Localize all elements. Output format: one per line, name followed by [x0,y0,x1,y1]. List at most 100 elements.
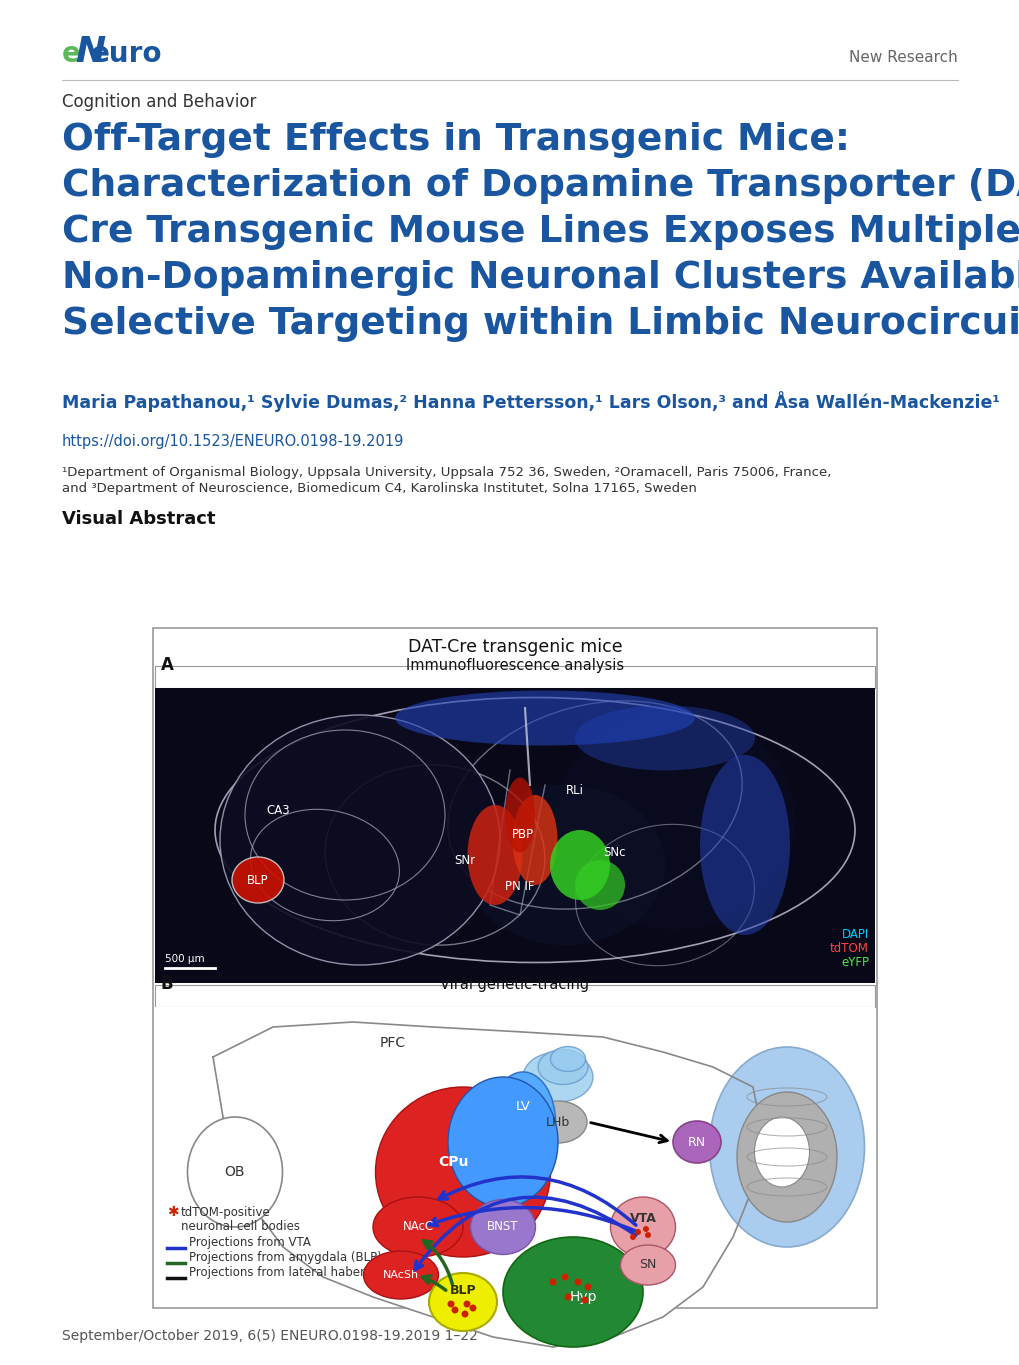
Text: ¹Department of Organismal Biology, Uppsala University, Uppsala 752 36, Sweden, ²: ¹Department of Organismal Biology, Uppsa… [62,465,830,479]
Ellipse shape [523,1052,592,1102]
Text: tdTOM: tdTOM [829,942,868,955]
Ellipse shape [502,1237,642,1347]
Text: PN IF: PN IF [504,880,534,894]
Text: DAT-Cre transgenic mice: DAT-Cre transgenic mice [408,637,622,657]
Text: BNST: BNST [487,1220,519,1234]
Ellipse shape [220,715,499,965]
Text: RN: RN [687,1136,705,1148]
Ellipse shape [363,1250,438,1299]
Ellipse shape [231,857,283,904]
Ellipse shape [699,755,790,935]
Text: VTA: VTA [629,1212,656,1226]
Ellipse shape [581,1297,588,1304]
Polygon shape [213,1022,762,1347]
Ellipse shape [504,778,535,853]
Text: Non-Dopaminergic Neuronal Clusters Available for: Non-Dopaminergic Neuronal Clusters Avail… [62,259,1019,296]
Ellipse shape [549,830,609,900]
Text: N: N [75,35,105,70]
Ellipse shape [470,1200,535,1254]
Bar [155,666,874,688]
Text: OB: OB [224,1164,245,1179]
Text: ✱: ✱ [167,1205,178,1219]
Text: DAPI: DAPI [841,928,868,940]
Ellipse shape [512,794,557,885]
Text: BLP: BLP [247,874,269,886]
Ellipse shape [584,1283,591,1290]
Text: LV: LV [515,1100,530,1114]
Text: Selective Targeting within Limbic Neurocircuitry: Selective Targeting within Limbic Neuroc… [62,306,1019,343]
Ellipse shape [709,1047,864,1248]
Ellipse shape [429,1274,496,1331]
Text: Cre Transgenic Mouse Lines Exposes Multiple: Cre Transgenic Mouse Lines Exposes Multi… [62,214,1019,250]
Text: Cognition and Behavior: Cognition and Behavior [62,93,256,111]
Ellipse shape [187,1117,282,1227]
Ellipse shape [465,785,664,945]
Text: PFC: PFC [379,1036,406,1050]
Ellipse shape [550,1047,585,1072]
Text: Viral genetic-tracing: Viral genetic-tracing [440,977,589,992]
Ellipse shape [610,1197,675,1257]
Ellipse shape [620,1245,675,1284]
Ellipse shape [529,1102,586,1143]
Text: SNc: SNc [603,846,626,860]
Text: LHb: LHb [545,1115,570,1129]
Bar [153,628,876,1308]
Ellipse shape [574,1279,581,1286]
Text: and ³Department of Neuroscience, Biomedicum C4, Karolinska Institutet, Solna 171: and ³Department of Neuroscience, Biomedi… [62,482,696,495]
Text: Projections from amygdala (BLP): Projections from amygdala (BLP) [189,1250,381,1264]
Text: euro: euro [91,40,162,68]
Text: Projections from VTA: Projections from VTA [189,1235,311,1249]
Text: https://doi.org/10.1523/ENEURO.0198-19.2019: https://doi.org/10.1523/ENEURO.0198-19.2… [62,434,404,449]
Text: NAcC: NAcC [403,1220,433,1234]
Text: Immunofluorescence analysis: Immunofluorescence analysis [406,658,624,673]
Text: e: e [62,40,81,68]
Text: 500 μm: 500 μm [165,954,205,964]
Ellipse shape [630,1234,636,1239]
Text: New Research: New Research [849,51,957,66]
Bar [155,688,874,983]
Ellipse shape [537,1050,587,1085]
Ellipse shape [490,1072,555,1173]
Text: BLP: BLP [449,1283,476,1297]
Ellipse shape [549,1279,556,1286]
Ellipse shape [394,691,694,745]
Text: Hyp: Hyp [569,1290,596,1304]
Ellipse shape [447,1301,454,1308]
Ellipse shape [467,805,522,905]
Text: SNr: SNr [454,853,475,867]
Ellipse shape [564,1294,571,1301]
Text: Maria Papathanou,¹ Sylvie Dumas,² Hanna Pettersson,¹ Lars Olson,³ and Åsa Wallén: Maria Papathanou,¹ Sylvie Dumas,² Hanna … [62,390,999,412]
Text: Projections from lateral habenula (LHb): Projections from lateral habenula (LHb) [189,1265,421,1279]
Text: RLi: RLi [566,784,584,797]
Ellipse shape [737,1092,837,1222]
Text: NAcSh: NAcSh [382,1269,419,1280]
Text: PBP: PBP [512,829,534,841]
Text: tdTOM-positive: tdTOM-positive [180,1207,270,1219]
Text: A: A [161,657,173,674]
Text: September/October 2019, 6(5) ENEURO.0198-19.2019 1–22: September/October 2019, 6(5) ENEURO.0198… [62,1330,478,1343]
Ellipse shape [469,1305,476,1312]
Ellipse shape [451,1306,459,1313]
Ellipse shape [463,1301,470,1308]
Text: CPu: CPu [437,1155,468,1168]
Ellipse shape [373,1197,463,1257]
Text: CA3: CA3 [266,804,289,816]
Ellipse shape [575,706,754,770]
Ellipse shape [461,1310,468,1317]
Ellipse shape [554,710,794,930]
Ellipse shape [673,1121,720,1163]
Text: eYFP: eYFP [841,955,868,969]
Ellipse shape [635,1228,640,1235]
Bar [155,986,874,1007]
Text: SN: SN [639,1259,656,1272]
Ellipse shape [575,860,625,910]
Ellipse shape [447,1077,557,1207]
Text: Visual Abstract: Visual Abstract [62,511,215,528]
Ellipse shape [754,1117,809,1188]
Text: Off-Target Effects in Transgenic Mice:: Off-Target Effects in Transgenic Mice: [62,121,849,158]
Text: Characterization of Dopamine Transporter (DAT)-: Characterization of Dopamine Transporter… [62,168,1019,203]
Ellipse shape [644,1233,650,1238]
Bar [155,1007,874,1306]
Text: neuronal cell bodies: neuronal cell bodies [180,1220,300,1233]
Ellipse shape [642,1226,648,1233]
